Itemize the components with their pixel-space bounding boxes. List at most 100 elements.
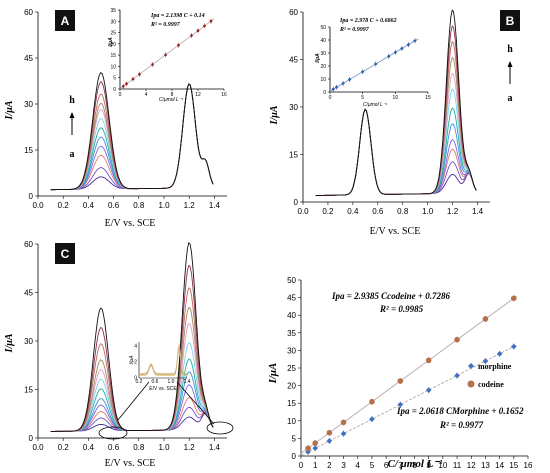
panel-a-inset-y-tick-label: 30 <box>110 19 116 25</box>
legend-codeine-marker <box>467 380 475 388</box>
panel-b-axes: 0.0 0.2 0.4 0.6 0.8 1.0 1.2 1.4 0 15 30 45 60 <box>289 8 490 216</box>
panel-d-point-morphine <box>340 430 347 437</box>
panel-b-inset-point <box>387 54 391 59</box>
panel-a-inset-equation: Ipa = 2.1398 C + 0.14 <box>150 13 205 19</box>
panel-c-y-tick-label: 0 <box>29 434 34 443</box>
panel-b-inset-r2: R² = 0.9997 <box>339 27 370 33</box>
panel-a-voltammogram <box>50 81 214 191</box>
panel-d-point-morphine <box>511 343 517 350</box>
panel-c-inset-y-tick-label: 4 <box>134 344 137 350</box>
panel-a-y-tick-label: 15 <box>24 146 33 155</box>
panel-d-y-tick-label: 25 <box>287 364 296 373</box>
panel-a-voltammogram <box>50 83 214 191</box>
panel-d-fit-line-codeine <box>300 295 517 454</box>
panel-a-inset-point <box>209 19 213 23</box>
panel-a-voltammogram <box>50 83 214 191</box>
panel-d-point-codeine <box>340 419 347 426</box>
panel-a-inset-point <box>125 82 128 86</box>
panel-d-x-tick-label: 11 <box>453 461 462 470</box>
panel-b-inset-y-tick-label: 40 <box>320 38 326 44</box>
panel-d-point-codeine <box>482 316 489 322</box>
panel-a-x-tick-label: 1.0 <box>158 201 170 210</box>
panel-c-inset-voltammogram <box>139 350 187 376</box>
panel-c-inset-x-tick-label: 0.6 <box>152 379 159 385</box>
panel-b: 0.0 0.2 0.4 0.6 0.8 1.0 1.2 1.4 0 15 30 45 60 B I/μA… <box>269 8 520 237</box>
panel-a-inset-y-tick-label: 15 <box>110 53 116 59</box>
panel-c-label: C <box>61 247 70 261</box>
panel-b-inset-point <box>400 46 404 51</box>
panel-c-inset-y-tick-label: 2 <box>134 360 137 366</box>
panel-c-y-tick-label: 30 <box>24 337 33 346</box>
panel-a-x-tick-label: 0.8 <box>133 201 145 210</box>
panel-a-inset-ylabel: I/μA <box>108 37 114 47</box>
panel-d-point-morphine <box>496 351 503 357</box>
panel-d-x-tick-label: 0 <box>299 461 304 470</box>
panel-c-x-tick-label: 0.6 <box>108 443 120 452</box>
panel-c-axes: 0.0 0.2 0.4 0.6 0.8 1.0 1.2 1.4 0 15 30 45 60 <box>24 240 227 452</box>
panel-b-inset-x-tick-label: 15 <box>425 95 431 101</box>
panel-a-x-tick-label: 0.2 <box>58 201 70 210</box>
panel-c-label-bg <box>55 243 75 264</box>
panel-d-y-tick-label: 20 <box>287 382 296 391</box>
panel-a-inset-x-tick-label: 4 <box>145 92 148 98</box>
panel-d-xlabel: C/ μmol L⁻¹ <box>388 458 443 470</box>
panel-b-label: B <box>506 14 515 28</box>
panel-a-x-tick-label: 1.4 <box>209 201 221 210</box>
panel-b-voltammogram <box>315 108 477 196</box>
panel-c-y-tick-label: 45 <box>24 289 33 298</box>
panel-b-inset-point <box>331 87 336 91</box>
panel-a-xlabel: E/V vs. SCE <box>105 218 156 229</box>
panel-c-zoom-ellipse-left <box>98 426 128 440</box>
panel-a-voltammogram <box>50 83 214 191</box>
panel-c-inset: 0.2 0.6 1.0 1.4 0 2 4 <box>134 342 191 385</box>
panel-c-zoom-connector-left <box>117 381 150 421</box>
panel-c-inset-xlabel: E/V vs. SCE <box>149 386 177 392</box>
panel-b-inset-y-tick-label: 20 <box>320 64 326 70</box>
panel-b-inset-y-tick-label: 10 <box>320 77 326 83</box>
panel-c-x-tick-label: 0.2 <box>58 443 70 452</box>
panel-c-inset-x-tick-label: 1.4 <box>184 379 191 385</box>
panel-a-inset-x-tick-label: 0 <box>119 92 122 98</box>
panel-b-inset-point <box>360 69 365 74</box>
panel-a-y-tick-label: 0 <box>29 192 34 201</box>
panel-c-voltammogram <box>50 306 214 432</box>
panel-a-inset-y-tick-label: 0 <box>113 87 116 93</box>
panel-a-voltammogram <box>50 83 214 191</box>
panel-d-point-codeine <box>397 378 404 384</box>
panel-d-morphine-r2: R² = 0.9977 <box>439 420 484 430</box>
panel-b-x-tick-label: 0.8 <box>397 207 409 216</box>
panel-c-xlabel: E/V vs. SCE <box>105 458 156 469</box>
panel-a-x-tick-label: 1.2 <box>184 201 196 210</box>
panel-a-inset: 0 4 8 12 16 0 5 10 15 20 25 30 35 <box>110 8 227 98</box>
panel-a-label-bg <box>55 10 75 31</box>
panel-a-ylabel: I/μA <box>4 100 15 120</box>
panel-d-y-tick-label: 45 <box>287 294 296 303</box>
panel-c-inset-x-tick-label: 1.0 <box>168 379 175 385</box>
panel-b-voltammogram <box>315 108 477 196</box>
panel-c-voltammogram <box>50 264 214 432</box>
panel-d-x-tick-label: 14 <box>495 461 504 470</box>
panel-d-point-codeine <box>312 440 318 446</box>
panel-c-x-tick-label: 1.0 <box>158 443 170 452</box>
panel-c-x-tick-label: 0.8 <box>133 443 145 452</box>
panel-d-x-tick-label: 13 <box>481 461 490 470</box>
panel-d-x-tick-label: 8 <box>412 461 417 470</box>
panel-b-y-tick-label: 0 <box>294 198 299 207</box>
panel-b-x-tick-label: 0.0 <box>297 207 309 216</box>
panel-a-inset-point <box>177 43 180 47</box>
panel-b-x-tick-label: 0.4 <box>347 207 359 216</box>
panel-c-voltammogram <box>50 384 214 432</box>
panel-c-x-tick-label: 0.4 <box>83 443 95 452</box>
panel-d-codeine-r2: R² = 0.9985 <box>379 304 424 314</box>
panel-c-label-box: C <box>55 243 75 264</box>
panel-a-marker-bottom: a <box>70 149 75 160</box>
panel-b-voltammogram <box>315 40 477 196</box>
panel-d-point-codeine <box>511 295 517 302</box>
panel-b-inset-point <box>341 81 345 86</box>
panel-c-zoom-connector-right <box>176 381 215 425</box>
panel-d-x-tick-label: 5 <box>370 461 375 470</box>
panel-b-label-box: B <box>500 10 520 31</box>
panel-b-curves <box>315 9 477 196</box>
